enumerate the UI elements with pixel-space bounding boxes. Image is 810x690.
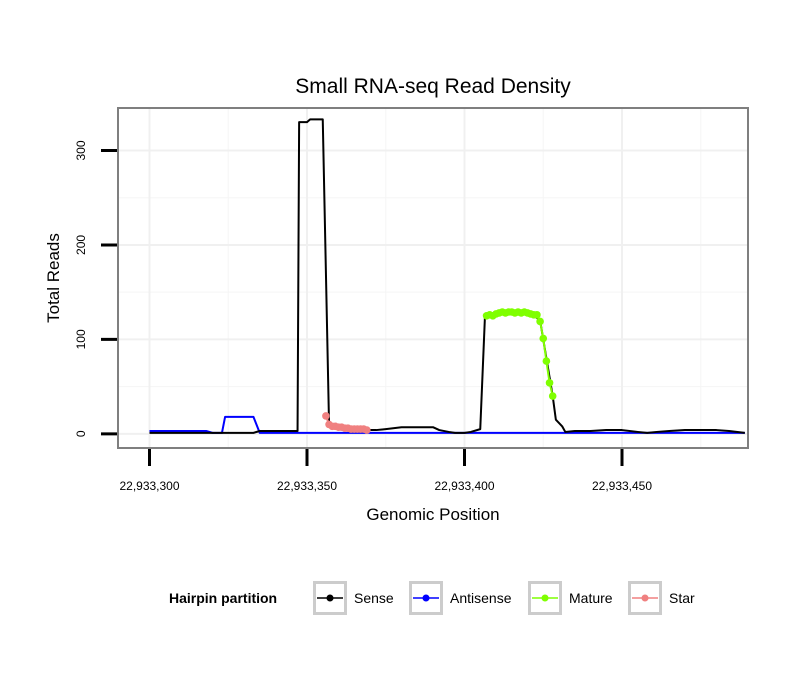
legend-item-sense: Sense: [313, 581, 394, 615]
x-axis-title: Genomic Position: [366, 505, 499, 524]
legend-key-point: [326, 594, 334, 602]
legend-item-antisense: Antisense: [409, 581, 512, 615]
chart-title: Small RNA-seq Read Density: [295, 75, 571, 98]
legend-key-point: [541, 594, 549, 602]
x-axis: 22,933,300 22,933,350 22,933,400 22,933,450: [119, 448, 652, 493]
series-layer: [149, 118, 745, 434]
series-mature: [482, 308, 557, 400]
legend-label: Sense: [354, 590, 394, 606]
mature-point: [545, 379, 554, 387]
x-tick-label: 22,933,450: [592, 479, 652, 493]
series-sense: [149, 118, 745, 434]
mature-point: [542, 357, 551, 365]
x-tick-label: 22,933,400: [434, 479, 494, 493]
legend-label: Antisense: [450, 590, 512, 606]
mature-point: [539, 334, 548, 343]
series-antisense: [149, 415, 745, 434]
legend-title: Hairpin partition: [169, 590, 277, 606]
y-tick-label: 0: [74, 430, 88, 437]
legend: Hairpin partition Sense Antisense Mature St…: [169, 581, 695, 615]
legend-key-point: [422, 594, 430, 602]
y-axis-title: Total Reads: [44, 233, 63, 323]
x-tick-label: 22,933,300: [119, 479, 179, 493]
antisense-line: [149, 415, 745, 434]
y-tick-label: 200: [74, 235, 88, 255]
series-star: [322, 412, 371, 434]
mature-point: [548, 392, 557, 400]
panel-border: [117, 107, 749, 449]
legend-label: Mature: [569, 590, 613, 606]
y-axis: 0 100 200 300: [74, 140, 118, 437]
plot-panel: [118, 108, 748, 448]
star-point: [322, 412, 330, 420]
panel-background: [118, 108, 748, 448]
star-point: [363, 426, 371, 434]
y-tick-label: 100: [74, 329, 88, 349]
legend-label: Star: [669, 590, 695, 606]
mature-point: [536, 317, 544, 326]
mature-point: [533, 311, 541, 319]
x-tick-label: 22,933,350: [277, 479, 337, 493]
legend-key-point: [641, 594, 649, 602]
sense-line: [149, 118, 745, 434]
legend-item-star: Star: [628, 581, 695, 615]
legend-item-mature: Mature: [528, 581, 613, 615]
y-tick-label: 300: [74, 140, 88, 160]
